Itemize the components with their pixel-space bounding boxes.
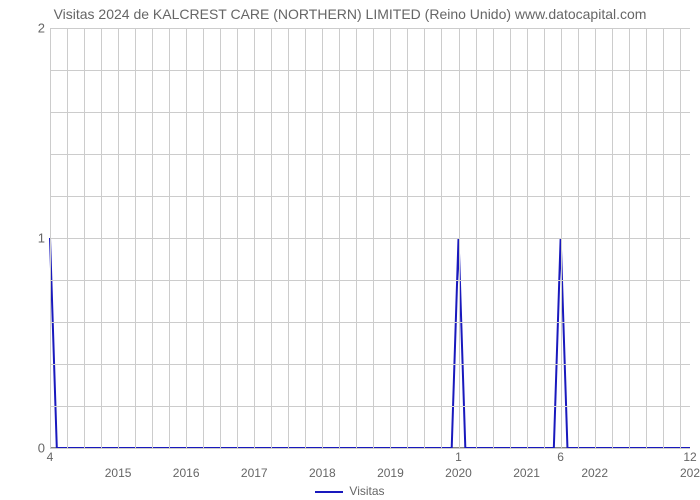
x-year-label: 2019 [377,466,404,480]
legend-swatch [315,491,343,493]
x-year-label: 2016 [173,466,200,480]
x-gridline [152,28,153,448]
x-year-label: 2020 [445,466,472,480]
x-year-label: 2021 [513,466,540,480]
x-gridline [67,28,68,448]
y-tick-label: 0 [30,441,45,456]
x-gridline [373,28,374,448]
y-tick-label: 2 [30,21,45,36]
x-year-label: 2018 [309,466,336,480]
x-gridline [561,28,562,448]
x-gridline [101,28,102,448]
x-gridline [441,28,442,448]
x-gridline [646,28,647,448]
x-gridline [220,28,221,448]
legend-label: Visitas [349,484,384,498]
x-gridline [339,28,340,448]
x-gridline [510,28,511,448]
x-gridline [612,28,613,448]
x-value-label: 1 [455,450,462,464]
chart-container: Visitas 2024 de KALCREST CARE (NORTHERN)… [0,0,700,500]
x-gridline [50,28,51,448]
x-value-label: 4 [47,450,54,464]
y-tick-label: 1 [30,231,45,246]
x-gridline [237,28,238,448]
x-gridline [118,28,119,448]
x-year-label: 2017 [241,466,268,480]
x-gridline [595,28,596,448]
x-gridline [288,28,289,448]
x-gridline [493,28,494,448]
x-value-label: 12 [683,450,696,464]
x-year-label: 2015 [105,466,132,480]
x-gridline [305,28,306,448]
x-gridline [186,28,187,448]
x-gridline [135,28,136,448]
x-gridline [84,28,85,448]
x-gridline [169,28,170,448]
x-year-label: 2022 [581,466,608,480]
x-gridline [254,28,255,448]
x-gridline [680,28,681,448]
x-gridline [356,28,357,448]
plot-area [50,28,690,448]
y-gridline [50,448,690,449]
x-gridline [578,28,579,448]
legend: Visitas [0,484,700,498]
x-gridline [629,28,630,448]
x-gridline [527,28,528,448]
x-gridline [390,28,391,448]
x-gridline [322,28,323,448]
x-gridline [476,28,477,448]
chart-title: Visitas 2024 de KALCREST CARE (NORTHERN)… [0,6,700,22]
x-gridline [271,28,272,448]
x-gridline [424,28,425,448]
x-year-label: 202 [680,466,700,480]
x-gridline [663,28,664,448]
x-gridline [407,28,408,448]
x-gridline [544,28,545,448]
x-gridline [459,28,460,448]
x-value-label: 6 [557,450,564,464]
x-gridline [203,28,204,448]
